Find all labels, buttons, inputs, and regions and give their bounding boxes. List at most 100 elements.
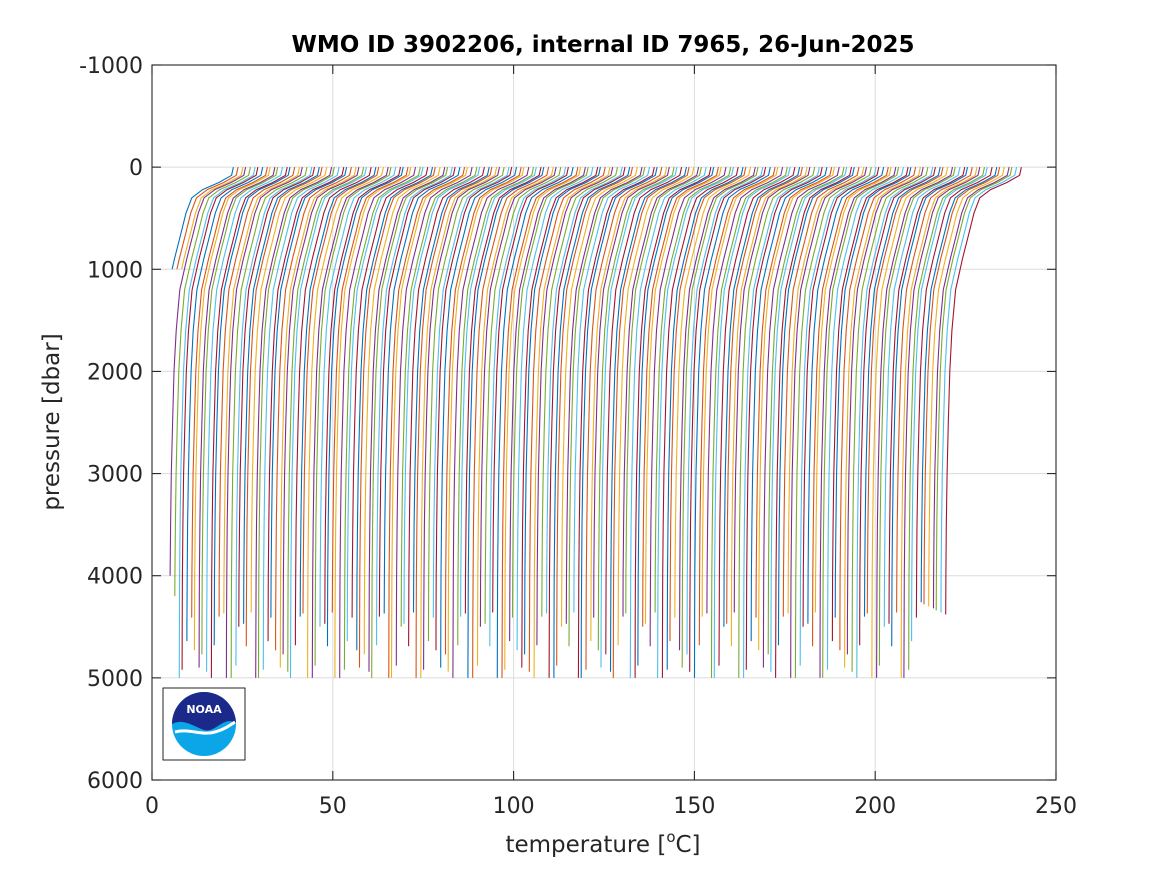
profile-line xyxy=(859,166,936,646)
profile-line xyxy=(733,166,811,613)
profile-line xyxy=(622,166,700,617)
profile-line xyxy=(755,166,833,618)
profile-line xyxy=(262,166,340,670)
profile-line xyxy=(390,166,468,678)
profile-line xyxy=(644,166,722,624)
profile-line xyxy=(346,166,424,642)
profile-line xyxy=(489,166,567,647)
profile-line xyxy=(171,166,234,270)
profile-line xyxy=(452,166,530,678)
profile-line xyxy=(536,166,614,646)
profile-line xyxy=(730,166,808,647)
y-tick-label: 3000 xyxy=(87,463,143,488)
profile-line xyxy=(447,166,525,672)
profile-line xyxy=(319,166,397,627)
x-tick-label: 100 xyxy=(493,794,535,819)
profile-line xyxy=(464,166,542,614)
profile-line xyxy=(787,166,865,614)
profile-line xyxy=(920,166,998,603)
profile-line xyxy=(593,166,670,618)
profile-line xyxy=(210,166,288,678)
profile-line xyxy=(457,166,535,646)
profile-line xyxy=(839,166,917,651)
profile-line xyxy=(356,166,434,651)
chart-title: WMO ID 3902206, internal ID 7965, 26-Jun… xyxy=(291,32,914,58)
profile-line xyxy=(235,166,313,666)
profile-line xyxy=(940,166,1018,613)
profile-line xyxy=(412,166,490,613)
profile-line xyxy=(701,166,779,617)
profile-line xyxy=(326,166,404,647)
profile-line xyxy=(871,166,949,678)
profile-line xyxy=(903,166,981,678)
profile-line xyxy=(799,166,877,666)
profile-line xyxy=(250,166,328,613)
profile-line xyxy=(533,166,611,678)
y-tick-label: 4000 xyxy=(87,565,143,590)
profile-line xyxy=(689,166,767,672)
profile-line xyxy=(279,166,357,668)
profile-line xyxy=(311,166,389,678)
profile-line xyxy=(605,166,683,655)
profile-line xyxy=(218,166,296,617)
profile-line xyxy=(287,166,365,672)
profile-line xyxy=(932,166,1010,609)
profile-line xyxy=(915,166,993,618)
profile-line xyxy=(649,166,727,647)
profile-line xyxy=(289,166,367,678)
profile-line xyxy=(831,166,909,642)
profile-line xyxy=(657,166,735,678)
profile-line xyxy=(560,166,638,627)
y-tick-label: 5000 xyxy=(87,667,143,692)
profile-line xyxy=(767,166,845,655)
axes xyxy=(151,64,1057,781)
y-axis-label: pressure [dbar] xyxy=(39,333,65,510)
profile-line xyxy=(600,166,678,668)
profile-line xyxy=(743,166,820,678)
profile-line xyxy=(472,166,550,678)
profile-line xyxy=(900,166,978,678)
profile-line xyxy=(363,166,441,655)
profile-line xyxy=(181,166,244,270)
profile-line xyxy=(408,166,485,647)
profile-line xyxy=(863,166,941,617)
profile-line xyxy=(923,166,1001,605)
profiles xyxy=(169,166,1022,678)
x-tick-label: 50 xyxy=(319,794,347,819)
profile-line xyxy=(484,166,562,624)
plot-frame xyxy=(151,64,1057,781)
profile-line xyxy=(935,166,1013,611)
profile-line xyxy=(460,166,537,617)
profile-line xyxy=(876,166,954,678)
profile-line xyxy=(334,166,412,678)
profile-line xyxy=(883,166,961,627)
profile-line xyxy=(782,166,860,617)
profile-line xyxy=(834,166,912,618)
profile-line xyxy=(267,166,345,642)
profile-line xyxy=(432,166,510,618)
profile-line xyxy=(509,166,586,642)
y-tick-label: 0 xyxy=(129,156,143,181)
profile-line xyxy=(577,166,655,678)
profile-line xyxy=(516,166,594,651)
profile-line xyxy=(726,166,803,624)
profile-line xyxy=(846,166,924,655)
noaa-logo-text: NOAA xyxy=(186,703,222,716)
profile-line xyxy=(674,166,752,618)
profile-line xyxy=(794,166,872,678)
profile-line xyxy=(698,166,776,646)
profile-line xyxy=(878,166,956,666)
profile-line xyxy=(302,166,380,614)
profile-line xyxy=(807,166,885,624)
profile-line xyxy=(524,166,601,655)
profile-line xyxy=(681,166,759,668)
profile-line xyxy=(492,166,569,613)
profile-line xyxy=(612,166,690,678)
profile-line xyxy=(706,166,784,614)
y-tick-label: 1000 xyxy=(87,258,143,283)
profile-line xyxy=(666,166,744,670)
profile-line xyxy=(299,166,377,617)
profile-line xyxy=(213,166,291,646)
profile-line xyxy=(617,166,695,646)
